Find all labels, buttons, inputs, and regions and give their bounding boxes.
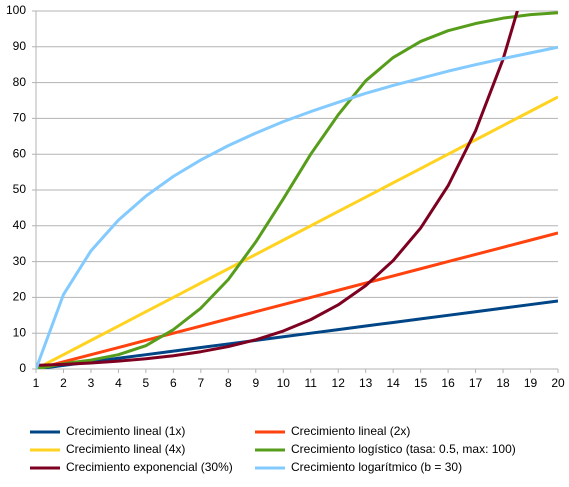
legend-label: Crecimiento lineal (4x) — [66, 442, 185, 456]
x-tick-label: 17 — [469, 376, 483, 390]
y-tick-label: 100 — [6, 3, 26, 17]
x-tick-label: 3 — [88, 376, 95, 390]
y-tick-label: 50 — [13, 182, 27, 196]
x-tick-label: 19 — [524, 376, 538, 390]
y-tick-label: 40 — [13, 218, 27, 232]
x-tick-label: 8 — [225, 376, 232, 390]
y-tick-label: 70 — [13, 111, 27, 125]
x-tick-label: 5 — [143, 376, 150, 390]
x-tick-label: 20 — [551, 376, 565, 390]
series-line — [36, 299, 558, 369]
x-tick-label: 1 — [33, 376, 40, 390]
series-line — [36, 11, 558, 369]
series-line — [36, 11, 519, 367]
x-tick-label: 6 — [170, 376, 177, 390]
x-tick-label: 7 — [197, 376, 204, 390]
legend-label: Crecimiento exponencial (30%) — [66, 460, 233, 474]
y-tick-label: 90 — [13, 39, 27, 53]
x-tick-label: 2 — [60, 376, 67, 390]
x-tick-label: 11 — [305, 376, 318, 390]
series-line — [36, 95, 558, 369]
x-tick-label: 18 — [496, 376, 510, 390]
legend-label: Crecimiento lineal (2x) — [291, 424, 410, 438]
y-tick-label: 30 — [13, 254, 27, 268]
x-tick-label: 12 — [332, 376, 346, 390]
x-tick-label: 15 — [414, 376, 428, 390]
x-tick-label: 10 — [277, 376, 291, 390]
series-line — [36, 231, 558, 369]
y-tick-label: 0 — [19, 361, 26, 375]
x-tick-label: 4 — [115, 376, 122, 390]
y-tick-label: 60 — [13, 146, 27, 160]
y-tick-label: 20 — [13, 290, 27, 304]
x-tick-label: 14 — [386, 376, 400, 390]
legend-label: Crecimiento logístico (tasa: 0.5, max: 1… — [291, 442, 516, 456]
y-tick-label: 10 — [13, 325, 27, 339]
legend-label: Crecimiento logarítmico (b = 30) — [291, 460, 462, 474]
x-tick-label: 16 — [441, 376, 455, 390]
series-line — [36, 45, 558, 369]
y-tick-label: 80 — [13, 75, 27, 89]
legend-label: Crecimiento lineal (1x) — [66, 424, 185, 438]
x-tick-label: 13 — [359, 376, 373, 390]
x-tick-label: 9 — [252, 376, 259, 390]
